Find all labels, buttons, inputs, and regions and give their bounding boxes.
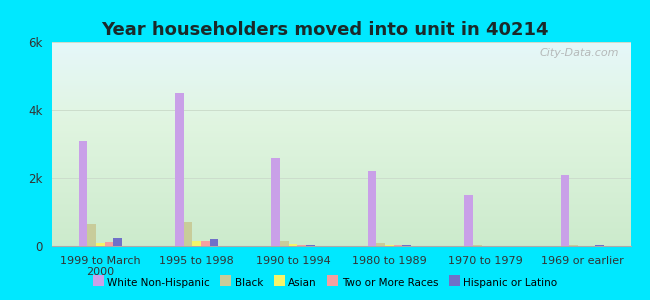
Bar xyxy=(569,245,578,246)
Bar xyxy=(87,224,96,246)
Bar xyxy=(473,245,482,246)
Bar xyxy=(79,141,87,246)
Bar xyxy=(306,245,315,246)
Bar xyxy=(113,238,122,246)
Bar xyxy=(201,241,210,246)
Bar xyxy=(394,245,402,246)
Bar xyxy=(368,171,376,246)
Bar xyxy=(376,243,385,246)
Legend: White Non-Hispanic, Black, Asian, Two or More Races, Hispanic or Latino: White Non-Hispanic, Black, Asian, Two or… xyxy=(88,274,562,292)
Bar xyxy=(385,245,394,246)
Bar xyxy=(289,244,298,246)
Bar xyxy=(464,195,473,246)
Bar xyxy=(105,242,113,246)
Bar xyxy=(183,222,192,246)
Bar xyxy=(402,245,411,246)
Bar xyxy=(96,243,105,246)
Bar xyxy=(595,245,604,246)
Text: Year householders moved into unit in 40214: Year householders moved into unit in 402… xyxy=(101,21,549,39)
Bar xyxy=(192,241,201,246)
Bar xyxy=(271,158,280,246)
Text: City-Data.com: City-Data.com xyxy=(540,48,619,58)
Bar xyxy=(210,239,218,246)
Bar xyxy=(280,241,289,246)
Bar xyxy=(175,93,183,246)
Bar xyxy=(560,175,569,246)
Bar xyxy=(298,245,306,246)
